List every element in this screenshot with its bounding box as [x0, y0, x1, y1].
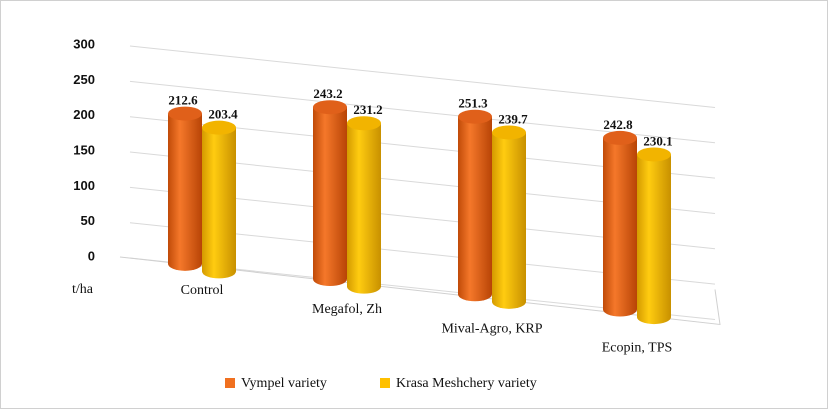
y-axis-label: t/ha — [72, 282, 94, 297]
y-tick-label: 50 — [81, 213, 95, 228]
bar — [637, 154, 671, 325]
bar — [458, 116, 492, 302]
x-tick-label: Ecopin, TPS — [602, 341, 673, 356]
cylinder — [313, 100, 347, 287]
bar — [492, 132, 526, 309]
legend-label: Krasa Meshchery variety — [396, 376, 537, 391]
value-label: 239.7 — [498, 111, 528, 126]
y-tick-label: 250 — [73, 72, 95, 87]
cylinder — [202, 120, 236, 279]
bar-top — [492, 125, 526, 140]
y-tick-label: 100 — [73, 178, 95, 193]
bar — [603, 137, 637, 317]
legend-swatch — [225, 378, 235, 388]
bar-top — [603, 130, 637, 145]
legend-swatch — [380, 378, 390, 388]
value-label: 243.2 — [313, 86, 342, 101]
bar — [168, 113, 202, 271]
cylinder — [347, 116, 381, 294]
grid-line — [129, 45, 716, 108]
x-tick-label: Control — [181, 283, 224, 298]
bar — [313, 107, 347, 287]
value-label: 231.2 — [353, 102, 382, 117]
x-tick-label: Megafol, Zh — [312, 302, 382, 317]
bar — [347, 123, 381, 294]
value-label: 242.8 — [603, 117, 633, 132]
y-tick-label: 300 — [73, 36, 95, 51]
y-tick-label: 0 — [88, 248, 95, 263]
cylinder — [458, 109, 492, 302]
bar-top — [637, 147, 671, 162]
bar — [202, 127, 236, 279]
value-label: 203.4 — [208, 107, 238, 122]
cylinder — [492, 125, 526, 309]
value-label: 230.1 — [643, 133, 672, 148]
bar-top — [313, 100, 347, 115]
value-label: 251.3 — [458, 96, 488, 111]
y-tick-label: 200 — [73, 107, 95, 122]
x-tick-label: Mival-Agro, KRP — [441, 321, 542, 336]
cylinder — [168, 106, 202, 271]
legend-label: Vympel variety — [241, 376, 327, 391]
value-label: 212.6 — [168, 93, 198, 108]
bar-top — [347, 116, 381, 131]
bar-top — [202, 120, 236, 135]
cylinder — [637, 147, 671, 325]
y-tick-label: 150 — [73, 142, 95, 157]
bar-top — [458, 109, 492, 124]
cylinder — [603, 130, 637, 317]
bar-top — [168, 106, 202, 121]
